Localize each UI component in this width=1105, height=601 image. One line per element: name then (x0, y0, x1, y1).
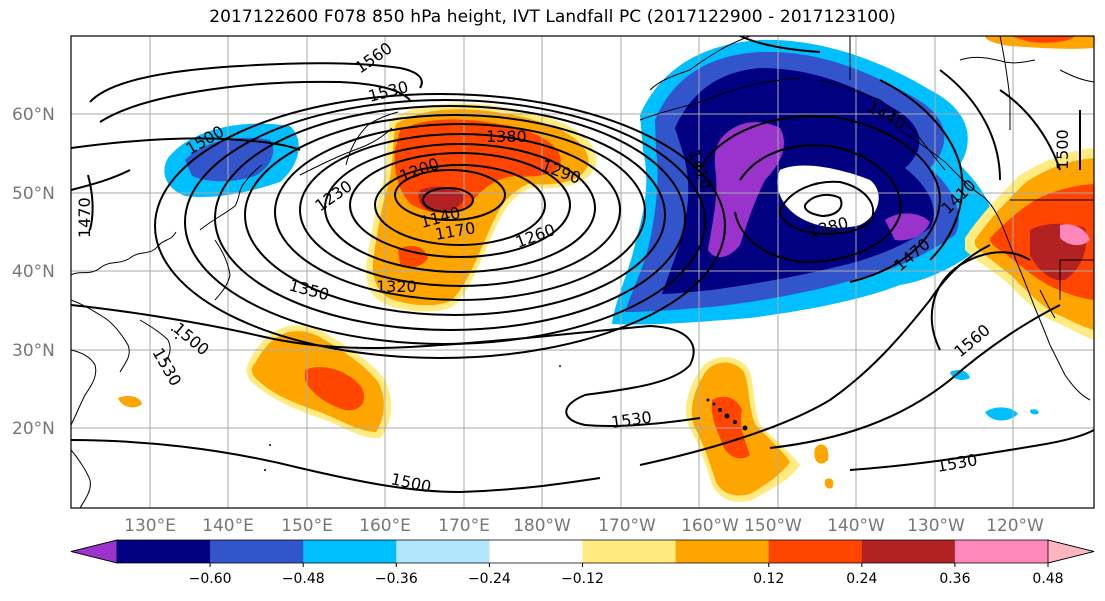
colorbar-tick-label: −0.24 (468, 571, 511, 587)
lon-label: 120°W (986, 516, 1044, 536)
lat-label: 60°N (12, 105, 55, 125)
colorbar-extend-low (70, 539, 118, 564)
contour-label: 1500 (1053, 129, 1072, 170)
lon-label: 160°W (681, 516, 739, 536)
colorbar-tick-label: 0.48 (1032, 571, 1063, 587)
plot-frame (70, 35, 1095, 509)
lat-label: 20°N (12, 419, 55, 439)
colorbar-cell (861, 540, 956, 563)
lat-label: 50°N (12, 184, 55, 204)
colorbar-tick-label: −0.48 (282, 571, 325, 587)
latitude-labels: 60°N 50°N 40°N 30°N 20°N (12, 105, 55, 439)
colorbar-cell (954, 540, 1049, 563)
colorbar: −0.60 −0.48 −0.36 −0.24 −0.12 0.12 0.24 0.36 0.4… (70, 539, 1095, 587)
lat-label: 40°N (12, 262, 55, 282)
colorbar-cell (210, 540, 304, 563)
ivt-negative-small (950, 370, 1039, 421)
contour-label: 1380 (486, 127, 527, 146)
colorbar-tick-label: −0.36 (375, 571, 418, 587)
longitude-labels: 130°E 140°E 150°E 160°E 170°E 180°W 170°… (124, 516, 1044, 536)
lon-label: 180°W (513, 516, 571, 536)
lon-label: 150°E (281, 516, 333, 536)
map-title: 2017122600 F078 850 hPa height, IVT Land… (209, 7, 896, 27)
ivt-positive-south (118, 325, 392, 439)
lon-label: 130°W (907, 516, 965, 536)
islands (171, 329, 748, 471)
lon-label: 170°W (598, 516, 656, 536)
colorbar-cell (582, 540, 677, 563)
colorbar-tick-label: 0.36 (939, 571, 970, 587)
lon-label: 140°W (827, 516, 885, 536)
colorbar-tick-label: 0.12 (753, 571, 784, 587)
contour-label: 1320 (376, 277, 417, 296)
colorbar-cell (396, 540, 490, 563)
colorbar-tick-label: −0.12 (561, 571, 604, 587)
height-contours (71, 36, 1094, 494)
colorbar-tick-label: −0.60 (189, 571, 232, 587)
colorbar-cell (303, 540, 397, 563)
colorbar-cell (117, 540, 211, 563)
map-plot-area: 1560 1530 1500 1470 1380 1290 1200 1230 … (71, 36, 1094, 508)
contour-label: 1470 (75, 197, 94, 238)
lon-label: 170°E (438, 516, 490, 536)
colorbar-extend-high (1047, 539, 1095, 564)
colorbar-tick-label: 0.24 (846, 571, 877, 587)
lon-label: 150°W (744, 516, 802, 536)
coastlines (71, 36, 1094, 508)
colorbar-cell (675, 540, 770, 563)
colorbar-outline (70, 539, 1095, 564)
lat-label: 30°N (12, 341, 55, 361)
colorbar-cell (489, 540, 583, 563)
lon-label: 130°E (124, 516, 176, 536)
lon-label: 160°E (359, 516, 411, 536)
lon-label: 140°E (202, 516, 254, 536)
colorbar-cell (768, 540, 863, 563)
